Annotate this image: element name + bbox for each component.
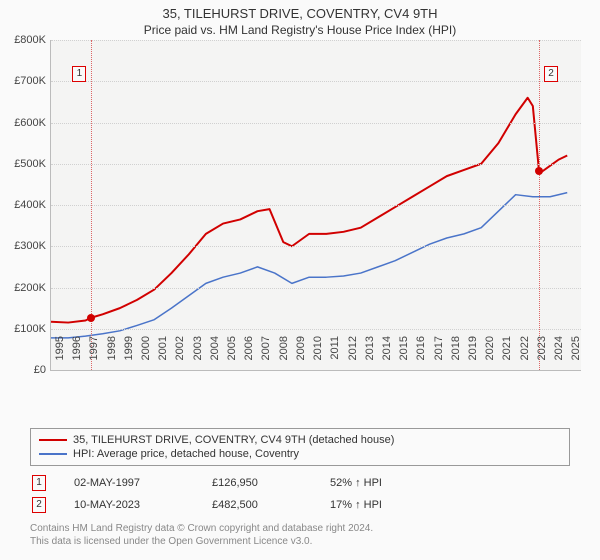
event-marker: 1 <box>32 475 46 491</box>
x-axis-label: 2004 <box>209 336 221 376</box>
x-axis-label: 2022 <box>519 336 531 376</box>
y-axis-label: £500K <box>0 158 46 170</box>
marker-dot <box>87 314 95 322</box>
event-date: 10-MAY-2023 <box>74 499 184 511</box>
info-panel: 35, TILEHURST DRIVE, COVENTRY, CV4 9TH (… <box>30 428 570 548</box>
x-axis-label: 2015 <box>398 336 410 376</box>
x-axis-label: 2008 <box>278 336 290 376</box>
x-axis-label: 2020 <box>484 336 496 376</box>
event-pct: 17% ↑ HPI <box>330 499 430 511</box>
y-axis-label: £100K <box>0 323 46 335</box>
gridline <box>51 288 581 289</box>
marker-number-box: 2 <box>544 66 558 82</box>
marker-vline <box>539 40 540 370</box>
gridline <box>51 123 581 124</box>
x-axis-label: 2019 <box>467 336 479 376</box>
y-axis-label: £400K <box>0 199 46 211</box>
x-axis-label: 2013 <box>364 336 376 376</box>
chart-container: 35, TILEHURST DRIVE, COVENTRY, CV4 9TH P… <box>0 0 600 560</box>
y-axis-label: £800K <box>0 34 46 46</box>
copyright-line: This data is licensed under the Open Gov… <box>30 535 570 548</box>
legend-item: HPI: Average price, detached house, Cove… <box>39 447 561 461</box>
y-axis-label: £300K <box>0 240 46 252</box>
x-axis-label: 2003 <box>192 336 204 376</box>
x-axis-label: 2024 <box>553 336 565 376</box>
event-date: 02-MAY-1997 <box>74 477 184 489</box>
x-axis-label: 2001 <box>157 336 169 376</box>
gridline <box>51 329 581 330</box>
x-axis-label: 1995 <box>54 336 66 376</box>
legend-swatch <box>39 453 67 455</box>
x-axis-label: 1999 <box>123 336 135 376</box>
legend-label: HPI: Average price, detached house, Cove… <box>73 448 299 460</box>
marker-number-box: 1 <box>72 66 86 82</box>
event-row: 2 10-MAY-2023 £482,500 17% ↑ HPI <box>30 494 570 516</box>
y-axis-label: £200K <box>0 282 46 294</box>
x-axis-label: 2014 <box>381 336 393 376</box>
x-axis-label: 2025 <box>570 336 582 376</box>
y-axis-label: £600K <box>0 117 46 129</box>
y-axis-label: £700K <box>0 75 46 87</box>
event-list: 1 02-MAY-1997 £126,950 52% ↑ HPI 2 10-MAY-202… <box>30 472 570 516</box>
x-axis-label: 2023 <box>536 336 548 376</box>
plot-area <box>50 40 581 371</box>
x-axis-label: 2005 <box>226 336 238 376</box>
x-axis-label: 1996 <box>71 336 83 376</box>
legend: 35, TILEHURST DRIVE, COVENTRY, CV4 9TH (… <box>30 428 570 466</box>
event-row: 1 02-MAY-1997 £126,950 52% ↑ HPI <box>30 472 570 494</box>
x-axis-label: 2009 <box>295 336 307 376</box>
legend-swatch <box>39 439 67 441</box>
event-price: £126,950 <box>212 477 302 489</box>
gridline <box>51 246 581 247</box>
gridline <box>51 205 581 206</box>
gridline <box>51 81 581 82</box>
event-marker: 2 <box>32 497 46 513</box>
x-axis-label: 2018 <box>450 336 462 376</box>
x-axis-label: 2017 <box>433 336 445 376</box>
x-axis-label: 2002 <box>174 336 186 376</box>
x-axis-label: 2006 <box>243 336 255 376</box>
legend-label: 35, TILEHURST DRIVE, COVENTRY, CV4 9TH (… <box>73 434 394 446</box>
chart-title: 35, TILEHURST DRIVE, COVENTRY, CV4 9TH <box>0 0 600 21</box>
copyright: Contains HM Land Registry data © Crown c… <box>30 516 570 548</box>
event-pct: 52% ↑ HPI <box>330 477 430 489</box>
x-axis-label: 2012 <box>347 336 359 376</box>
chart-area: £0£100K£200K£300K£400K£500K£600K£700K£80… <box>0 40 600 420</box>
x-axis-label: 1997 <box>88 336 100 376</box>
y-axis-label: £0 <box>0 364 46 376</box>
x-axis-label: 2010 <box>312 336 324 376</box>
x-axis-label: 2021 <box>501 336 513 376</box>
chart-subtitle: Price paid vs. HM Land Registry's House … <box>0 21 600 37</box>
legend-item: 35, TILEHURST DRIVE, COVENTRY, CV4 9TH (… <box>39 433 561 447</box>
copyright-line: Contains HM Land Registry data © Crown c… <box>30 522 570 535</box>
series-line <box>51 193 567 338</box>
gridline <box>51 40 581 41</box>
gridline <box>51 164 581 165</box>
event-price: £482,500 <box>212 499 302 511</box>
x-axis-label: 1998 <box>106 336 118 376</box>
x-axis-label: 2000 <box>140 336 152 376</box>
series-line <box>51 98 567 323</box>
x-axis-label: 2011 <box>329 336 341 376</box>
x-axis-label: 2007 <box>260 336 272 376</box>
marker-dot <box>535 167 543 175</box>
x-axis-label: 2016 <box>415 336 427 376</box>
